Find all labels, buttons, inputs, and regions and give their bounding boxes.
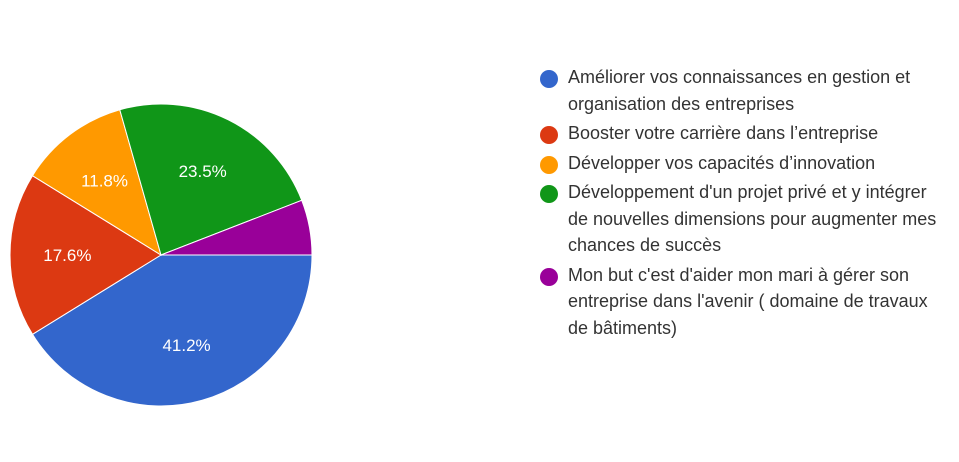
legend-swatch [540, 155, 558, 174]
legend: Améliorer vos connaissances en gestion e… [540, 64, 940, 344]
pie-slice[interactable] [31, 109, 162, 257]
pie-slice[interactable] [9, 175, 162, 335]
legend-item[interactable]: Développement d'un projet privé et y int… [540, 179, 940, 259]
legend-item[interactable]: Développer vos capacités d’innovation [540, 150, 940, 177]
legend-label: Booster votre carrière dans l’entreprise [568, 123, 879, 143]
slice-data-label: 23.5% [179, 162, 227, 181]
legend-swatch [540, 70, 558, 88]
slice-data-label: 11.8% [81, 171, 128, 190]
pie-slice[interactable] [160, 199, 313, 256]
pie-slice[interactable] [119, 103, 303, 256]
legend-swatch [540, 185, 558, 203]
slice-data-label: 17.6% [43, 246, 91, 265]
legend-swatch [540, 267, 558, 286]
pie-slice[interactable] [31, 254, 313, 407]
legend-label: Développer vos capacités d’innovation [568, 152, 876, 173]
legend-swatch [540, 126, 558, 144]
legend-item[interactable]: Améliorer vos connaissances en gestion e… [540, 64, 940, 117]
legend-label: Développement d'un projet privé et y int… [568, 182, 937, 255]
legend-item[interactable]: Mon but c'est d'aider mon mari à gérer s… [540, 262, 940, 342]
legend-label: Mon but c'est d'aider mon mari à gérer s… [568, 264, 928, 338]
legend-item[interactable]: Booster votre carrière dans l’entreprise [540, 120, 940, 147]
legend-label: Améliorer vos connaissances en gestion e… [568, 67, 911, 114]
slice-data-label: 41.2% [162, 336, 210, 355]
